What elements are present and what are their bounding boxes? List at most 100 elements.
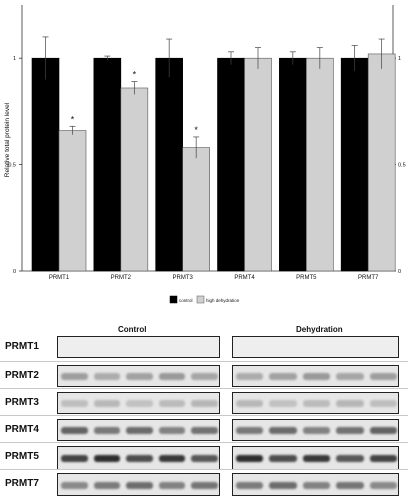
blot-band [302, 455, 331, 462]
blot-band [191, 373, 218, 380]
blot-panel-prmt4-dehydration [232, 419, 399, 441]
y-tick-label-left: 0.5 [8, 163, 16, 169]
y-tick-label-right: 0 [398, 269, 401, 275]
blot-band [158, 427, 186, 434]
blot-band [302, 400, 331, 407]
blot-panel-prmt3-control [57, 392, 220, 414]
blot-band [93, 400, 121, 407]
row-separator [0, 415, 408, 416]
blot-band [158, 373, 186, 380]
blot-row-label-prmt4: PRMT4 [5, 424, 39, 435]
blot-band [61, 455, 88, 462]
blot-band [269, 481, 297, 489]
bars-group [31, 36, 396, 272]
blot-band [336, 481, 364, 489]
bar-prmt4-control [217, 57, 245, 272]
blot-band [236, 400, 264, 407]
blot-band [302, 427, 331, 434]
blot-panel-prmt1-control [57, 336, 220, 358]
row-separator [0, 361, 408, 362]
blot-band [191, 481, 218, 489]
x-tick-label: PRMT5 [296, 275, 317, 281]
blot-panel-prmt2-dehydration [232, 365, 399, 387]
significance-star: * [133, 70, 137, 80]
blot-band [126, 373, 153, 380]
blot-band [158, 455, 186, 462]
blot-band [191, 427, 218, 434]
blot-band [269, 373, 297, 380]
blot-band [336, 400, 364, 407]
blot-band [369, 400, 397, 407]
bar-prmt4-dehydration [244, 57, 272, 272]
y-tick-label-right: 0.5 [398, 163, 406, 169]
blot-band [61, 373, 88, 380]
blot-band [236, 427, 264, 434]
blot-band [126, 400, 153, 407]
bar-prmt1-dehydration [58, 130, 87, 272]
condition-label-control: Control [118, 325, 147, 334]
legend: control high dehydration [169, 295, 240, 304]
legend-label-dehydration: high dehydration [206, 298, 240, 303]
blot-band [302, 373, 331, 380]
blot-band [269, 427, 297, 434]
blot-band [336, 427, 364, 434]
bar-prmt1-control [31, 57, 60, 272]
y-tick-label-left: 1 [13, 56, 16, 62]
bar-prmt5-control [279, 57, 307, 272]
blot-band [369, 455, 397, 462]
blot-band [236, 455, 264, 462]
blot-band [61, 427, 88, 434]
bar-prmt7-dehydration [367, 53, 396, 272]
blot-band [61, 400, 88, 407]
blot-band [158, 400, 186, 407]
blot-panel-prmt1-dehydration [232, 336, 399, 358]
x-tick-label: PRMT4 [234, 275, 255, 281]
blot-row-label-prmt3: PRMT3 [5, 397, 39, 408]
blot-band [61, 481, 88, 489]
significance-star: * [194, 125, 198, 135]
x-tick-label: PRMT7 [358, 275, 379, 281]
blot-row-label-prmt5: PRMT5 [5, 451, 39, 462]
blot-panel-prmt2-control [57, 365, 220, 387]
blot-panel-prmt7-dehydration [232, 473, 399, 496]
blot-band [93, 481, 121, 489]
blot-row-label-prmt7: PRMT7 [5, 478, 39, 489]
legend-swatch-dehydration [196, 295, 205, 304]
blot-band [191, 400, 218, 407]
row-separator [0, 442, 408, 443]
blot-band [236, 373, 264, 380]
blot-band [336, 455, 364, 462]
row-separator [0, 469, 408, 470]
blot-band [269, 455, 297, 462]
y-axis-label: Relative total protein level [4, 102, 11, 177]
bar-prmt3-control [155, 57, 183, 272]
blot-band [369, 481, 397, 489]
row-separator [0, 388, 408, 389]
y-tick-label-right: 1 [398, 56, 401, 62]
labels-group: * PRMT1 * PRMT2 * PRMT3 PRMT4 PRMT5 PRMT7 [49, 70, 379, 281]
legend-label-control: control [179, 298, 193, 303]
blot-band [269, 400, 297, 407]
legend-swatch-control [169, 295, 178, 304]
blot-band [336, 373, 364, 380]
blot-band [126, 481, 153, 489]
blot-band [158, 481, 186, 489]
bar-chart: 0 0 0.5 0.5 1 1 * PRMT1 * PRMT2 * PRMT3 PRMT4 PRMT5 P… [4, 5, 406, 304]
bar-prmt2-control [93, 57, 122, 272]
bar-prmt7-control [340, 57, 369, 272]
bar-prmt5-dehydration [306, 57, 334, 272]
blot-band [93, 427, 121, 434]
blot-band [126, 455, 153, 462]
x-tick-label: PRMT1 [49, 275, 70, 281]
blot-panel-prmt7-control [57, 473, 220, 496]
blot-band [93, 373, 121, 380]
blot-band [369, 373, 397, 380]
blot-panel-prmt5-dehydration [232, 446, 399, 470]
blot-band [93, 455, 121, 462]
blot-band [369, 427, 397, 434]
blot-band [191, 455, 218, 462]
significance-star: * [71, 114, 75, 124]
x-tick-label: PRMT2 [111, 275, 132, 281]
blot-panel-prmt3-dehydration [232, 392, 399, 414]
bar-prmt2-dehydration [120, 87, 149, 272]
